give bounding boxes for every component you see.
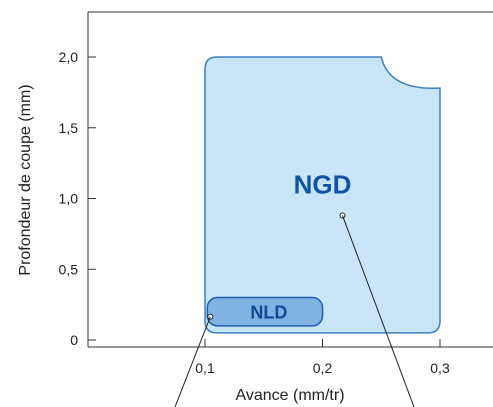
leader-lines — [174, 215, 415, 407]
y-tick-label: 2,0 — [59, 49, 79, 65]
y-axis: 0 0,5 1,0 1,5 2,0 — [59, 49, 96, 348]
y-tick-label: 0 — [70, 332, 78, 348]
y-axis-title: Profondeur de coupe (mm) — [17, 84, 34, 275]
x-tick-label: 0,1 — [195, 360, 215, 376]
leader-line-nld — [174, 316, 211, 407]
region-nld-label: NLD — [250, 303, 287, 323]
region-nld — [206, 296, 324, 327]
leader-line-ngd — [342, 215, 415, 407]
plot-frame — [87, 11, 493, 348]
x-axis-title: Avance (mm/tr) — [235, 387, 344, 404]
y-tick-label: 1,5 — [59, 120, 79, 136]
y-tick-label: 0,5 — [59, 261, 79, 277]
region-ngd-label: NGD — [294, 169, 352, 199]
x-tick-label: 0,3 — [430, 360, 450, 376]
regions: NGD NLD — [204, 56, 441, 334]
y-tick-label: 1,0 — [59, 191, 79, 207]
region-ngd — [204, 56, 441, 334]
x-tick-label: 0,2 — [313, 360, 333, 376]
x-axis: 0,1 0,2 0,3 — [195, 339, 450, 376]
